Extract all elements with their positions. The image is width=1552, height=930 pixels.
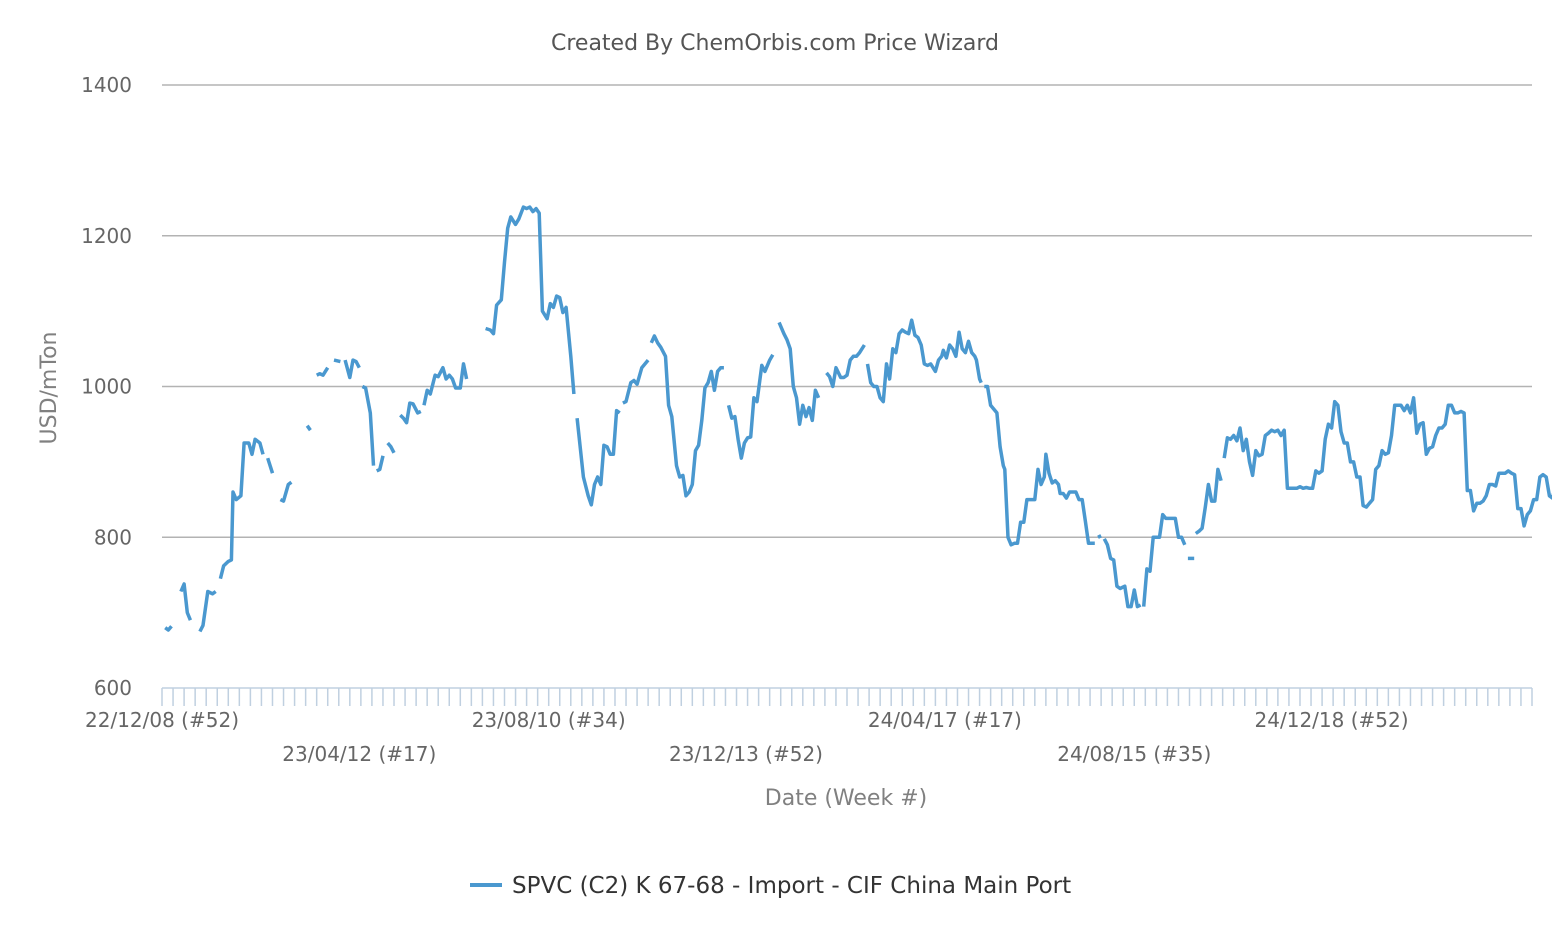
y-tick-label: 600 (94, 676, 132, 700)
y-tick-label: 1200 (81, 224, 132, 248)
series-line (726, 353, 775, 460)
series-line (218, 437, 265, 580)
chart-title: Created By ChemOrbis.com Price Wizard (551, 31, 999, 56)
x-tick-label: 24/12/18 (#52) (1255, 708, 1409, 732)
x-axis (161, 687, 1533, 706)
series-lines (164, 205, 1552, 633)
x-tick-label: 24/08/15 (#35) (1057, 742, 1211, 766)
series-line (266, 457, 275, 474)
series-line (375, 455, 385, 473)
y-axis-title: USD/mTon (37, 332, 62, 445)
series-line (386, 441, 396, 454)
series-line (422, 362, 469, 406)
series-line (1097, 534, 1102, 539)
x-tick-label: 23/04/12 (#17) (282, 742, 436, 766)
series-line (1222, 396, 1552, 528)
series-line (825, 344, 866, 389)
x-tick-label: 23/12/13 (#52) (669, 742, 823, 766)
series-line (399, 401, 422, 425)
series-line (333, 358, 341, 364)
y-tick-label: 1000 (81, 375, 132, 399)
legend-series-label: SPVC (C2) K 67-68 - Import - CIF China M… (512, 873, 1071, 899)
series (164, 205, 1552, 633)
grid-lines (162, 84, 1532, 538)
series-line (984, 384, 1095, 547)
x-axis-title: Date (Week #) (765, 786, 927, 811)
x-tick-label: 22/12/08 (#52) (85, 708, 239, 732)
series-line (1102, 537, 1142, 609)
series-line (343, 358, 361, 380)
series-line (315, 366, 330, 377)
series-line (305, 424, 312, 432)
series-line (179, 582, 193, 621)
x-tick-label: 24/04/17 (#17) (868, 708, 1022, 732)
series-line (865, 318, 983, 404)
y-tick-label: 800 (94, 525, 132, 549)
x-axis-tick-labels: 22/12/08 (#52) 23/04/12 (#17) 23/08/10 (#3… (85, 708, 1409, 766)
series-line (575, 408, 621, 507)
series-line (198, 589, 217, 633)
series-line (164, 625, 173, 632)
x-tick-label: 23/08/10 (#34) (472, 708, 626, 732)
series-line (1194, 467, 1223, 535)
series-line (1141, 512, 1187, 607)
y-tick-label: 1400 (81, 73, 132, 97)
series-line (649, 334, 724, 498)
series-line (777, 321, 821, 426)
legend[interactable]: SPVC (C2) K 67-68 - Import - CIF China M… (470, 873, 1071, 899)
y-axis-tick-labels: 600 800 1000 1200 1400 (81, 73, 132, 700)
series-line (485, 205, 576, 395)
series-line (361, 384, 376, 466)
series-line (622, 358, 650, 405)
series-line (279, 480, 293, 503)
